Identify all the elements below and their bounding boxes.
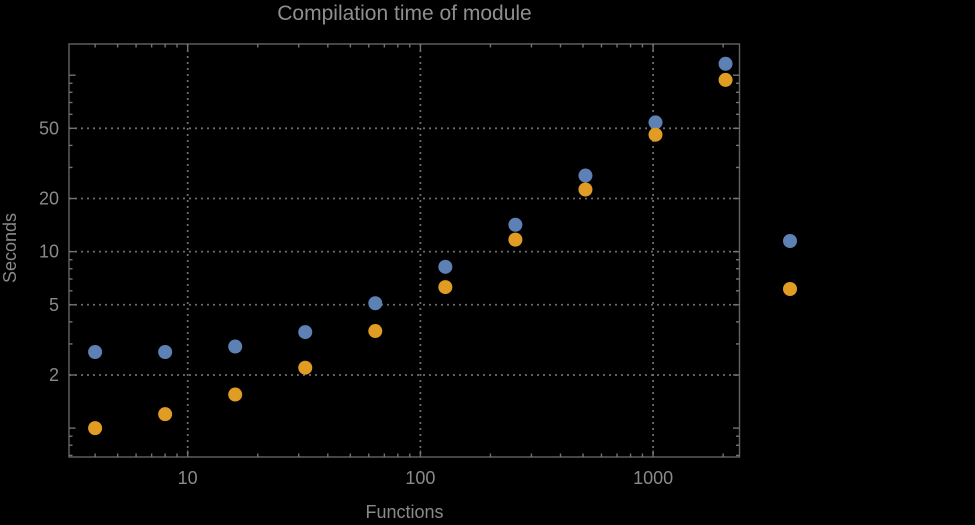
data-point-series-1-blue bbox=[368, 296, 383, 311]
data-point-series-2-orange bbox=[438, 280, 453, 295]
data-point-series-1-blue bbox=[158, 345, 173, 359]
data-point-series-2-orange bbox=[158, 407, 173, 422]
data-point-series-1-blue bbox=[508, 217, 523, 232]
x-tick-label: 100 bbox=[405, 468, 435, 488]
y-tick-label: 5 bbox=[49, 295, 59, 315]
data-point-series-1-blue bbox=[648, 115, 663, 130]
data-point-series-2-orange bbox=[578, 182, 593, 197]
y-tick-label: 20 bbox=[39, 189, 59, 209]
data-point-series-1-blue bbox=[438, 259, 453, 274]
data-point-series-2-orange bbox=[508, 232, 523, 247]
legend-marker-series-1-blue bbox=[783, 234, 797, 248]
data-point-series-1-blue bbox=[578, 168, 593, 183]
data-point-series-2-orange bbox=[368, 324, 383, 339]
data-point-series-1-blue bbox=[718, 56, 733, 71]
legend-marker-series-2-orange bbox=[783, 282, 797, 296]
data-point-series-2-orange bbox=[298, 360, 313, 375]
x-tick-label: 1000 bbox=[633, 468, 673, 488]
data-point-series-2-orange bbox=[718, 72, 733, 87]
data-point-series-2-orange bbox=[648, 127, 663, 142]
x-tick-label: 10 bbox=[178, 468, 198, 488]
data-point-series-1-blue bbox=[88, 345, 103, 359]
data-point-series-1-blue bbox=[228, 339, 243, 354]
x-axis-label: Functions bbox=[365, 502, 444, 522]
chart-title: Compilation time of module bbox=[277, 2, 532, 25]
plot-frame bbox=[68, 43, 741, 458]
data-point-series-2-orange bbox=[88, 421, 103, 436]
data-point-series-2-orange bbox=[228, 387, 243, 402]
y-tick-label: 50 bbox=[39, 118, 59, 138]
y-tick-label: 2 bbox=[49, 365, 59, 385]
data-point-series-1-blue bbox=[298, 325, 313, 340]
y-tick-label: 10 bbox=[39, 242, 59, 262]
y-axis-label: Seconds bbox=[0, 212, 20, 284]
